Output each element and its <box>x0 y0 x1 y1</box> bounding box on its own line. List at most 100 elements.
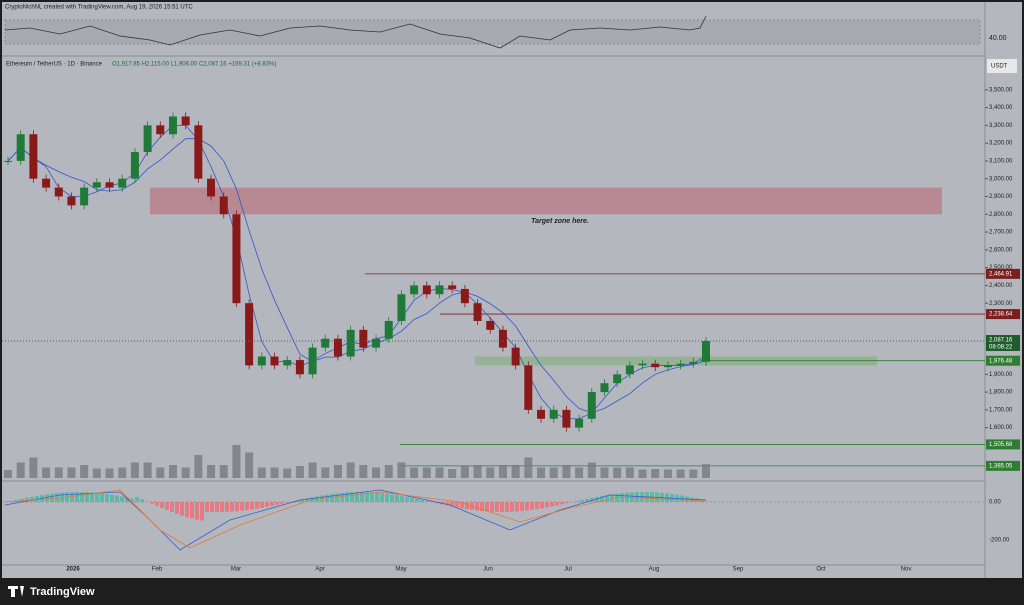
candle <box>346 329 355 357</box>
level-label: 1,505.68 <box>989 442 1013 448</box>
y-tick-label: 2,900.00 <box>989 194 1013 200</box>
candle <box>194 125 203 179</box>
last-price-label: 2,087.16 <box>989 338 1013 344</box>
macd-histogram <box>90 492 94 502</box>
macd-histogram <box>125 497 129 502</box>
countdown: 08:08:22 <box>989 345 1013 351</box>
candle <box>410 285 419 295</box>
macd-histogram <box>580 499 584 502</box>
macd-histogram <box>250 502 254 510</box>
macd-histogram <box>695 498 699 502</box>
candle <box>486 320 495 330</box>
volume-bar <box>105 468 114 478</box>
macd-histogram <box>565 502 569 504</box>
volume-bar <box>333 465 342 478</box>
volume-bar <box>448 469 457 478</box>
macd-histogram <box>115 495 119 502</box>
macd-histogram <box>355 492 359 502</box>
macd-histogram <box>300 499 304 502</box>
macd-histogram <box>375 492 379 502</box>
candle <box>105 182 114 188</box>
x-tick-label: Nov <box>901 567 912 573</box>
signal-line <box>4 489 707 549</box>
level-label: 2,238.64 <box>989 312 1013 318</box>
macd-histogram <box>260 502 264 508</box>
candle <box>16 134 25 161</box>
volume-bar <box>321 467 330 478</box>
volume-bar <box>473 465 482 478</box>
candle <box>498 329 507 348</box>
macd-histogram <box>290 501 294 502</box>
volume-bar <box>587 462 596 478</box>
volume-bar <box>257 467 266 478</box>
macd-histogram <box>610 494 614 502</box>
macd-histogram <box>265 502 269 507</box>
volume-bar <box>29 457 38 478</box>
macd-histogram <box>400 495 404 502</box>
macd-histogram <box>620 493 624 502</box>
macd-histogram <box>245 502 249 511</box>
rsi-level-label: 40.00 <box>989 35 1007 42</box>
candle <box>549 409 558 419</box>
macd-histogram <box>390 494 394 502</box>
macd-histogram <box>155 502 159 506</box>
macd-histogram <box>510 502 514 512</box>
volume-bar <box>295 466 304 478</box>
macd-histogram <box>100 493 104 502</box>
candle <box>156 125 165 135</box>
volume-bar <box>346 462 355 478</box>
candle <box>473 303 482 321</box>
macd-histogram <box>85 492 89 502</box>
macd-histogram <box>405 496 409 502</box>
candle <box>422 285 431 295</box>
x-tick-label: Sep <box>733 567 744 573</box>
candle <box>359 329 368 348</box>
volume-bar <box>410 467 419 478</box>
candle <box>321 338 330 348</box>
y-tick-label: 3,000.00 <box>989 176 1013 182</box>
volume-bar <box>156 467 165 478</box>
candle <box>613 374 622 384</box>
macd-histogram <box>170 502 174 513</box>
macd-histogram <box>460 502 464 509</box>
volume-bar <box>600 467 609 478</box>
macd-histogram <box>420 499 424 502</box>
volume-bar <box>181 467 190 478</box>
candle <box>651 363 660 368</box>
volume-bar <box>194 455 203 478</box>
macd-histogram <box>555 502 559 506</box>
macd-histogram <box>600 495 604 502</box>
volume-bar <box>92 468 101 478</box>
volume-bar <box>562 465 571 478</box>
macd-histogram <box>120 496 124 502</box>
symbol: Ethereum / TetherUS · 1D · Binance <box>6 62 103 68</box>
candle <box>638 363 647 366</box>
macd-histogram <box>630 492 634 502</box>
volume-bar <box>651 469 660 478</box>
macd-histogram <box>55 493 59 502</box>
rsi-line <box>4 15 707 49</box>
level-badge <box>986 439 1020 450</box>
macd-histogram <box>590 497 594 502</box>
volume-bar <box>54 467 63 478</box>
x-tick-label: Jul <box>564 567 572 573</box>
macd-histogram <box>480 502 484 512</box>
candle <box>537 409 546 419</box>
macd-histogram <box>335 493 339 502</box>
y-tick-label: 3,100.00 <box>989 158 1013 164</box>
volume-bar <box>232 445 241 478</box>
candle <box>333 338 342 357</box>
candle <box>689 361 698 364</box>
macd-histogram <box>500 502 504 512</box>
candle <box>67 196 76 206</box>
volume-bar <box>245 452 254 478</box>
candle <box>663 365 672 368</box>
y-tick-label: 3,400.00 <box>989 105 1013 111</box>
volume-bar <box>118 467 127 478</box>
macd-histogram <box>270 502 274 506</box>
y-tick-label: 3,300.00 <box>989 123 1013 129</box>
candle <box>435 285 444 295</box>
candle <box>257 356 266 366</box>
candle <box>372 338 381 348</box>
candle <box>448 285 457 289</box>
